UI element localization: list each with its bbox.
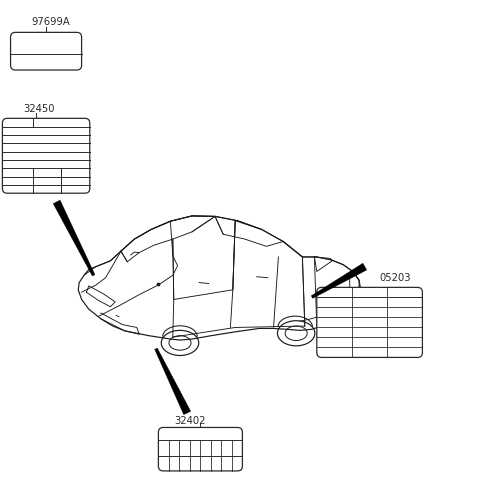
FancyBboxPatch shape xyxy=(317,287,422,357)
Text: 32402: 32402 xyxy=(174,416,205,426)
Polygon shape xyxy=(53,200,95,276)
Polygon shape xyxy=(155,348,191,415)
Text: 32450: 32450 xyxy=(23,104,55,114)
FancyBboxPatch shape xyxy=(11,32,82,70)
FancyBboxPatch shape xyxy=(158,427,242,471)
Text: 97699A: 97699A xyxy=(31,16,70,27)
FancyBboxPatch shape xyxy=(2,118,90,193)
Text: 05203: 05203 xyxy=(379,272,411,283)
Polygon shape xyxy=(312,263,367,298)
